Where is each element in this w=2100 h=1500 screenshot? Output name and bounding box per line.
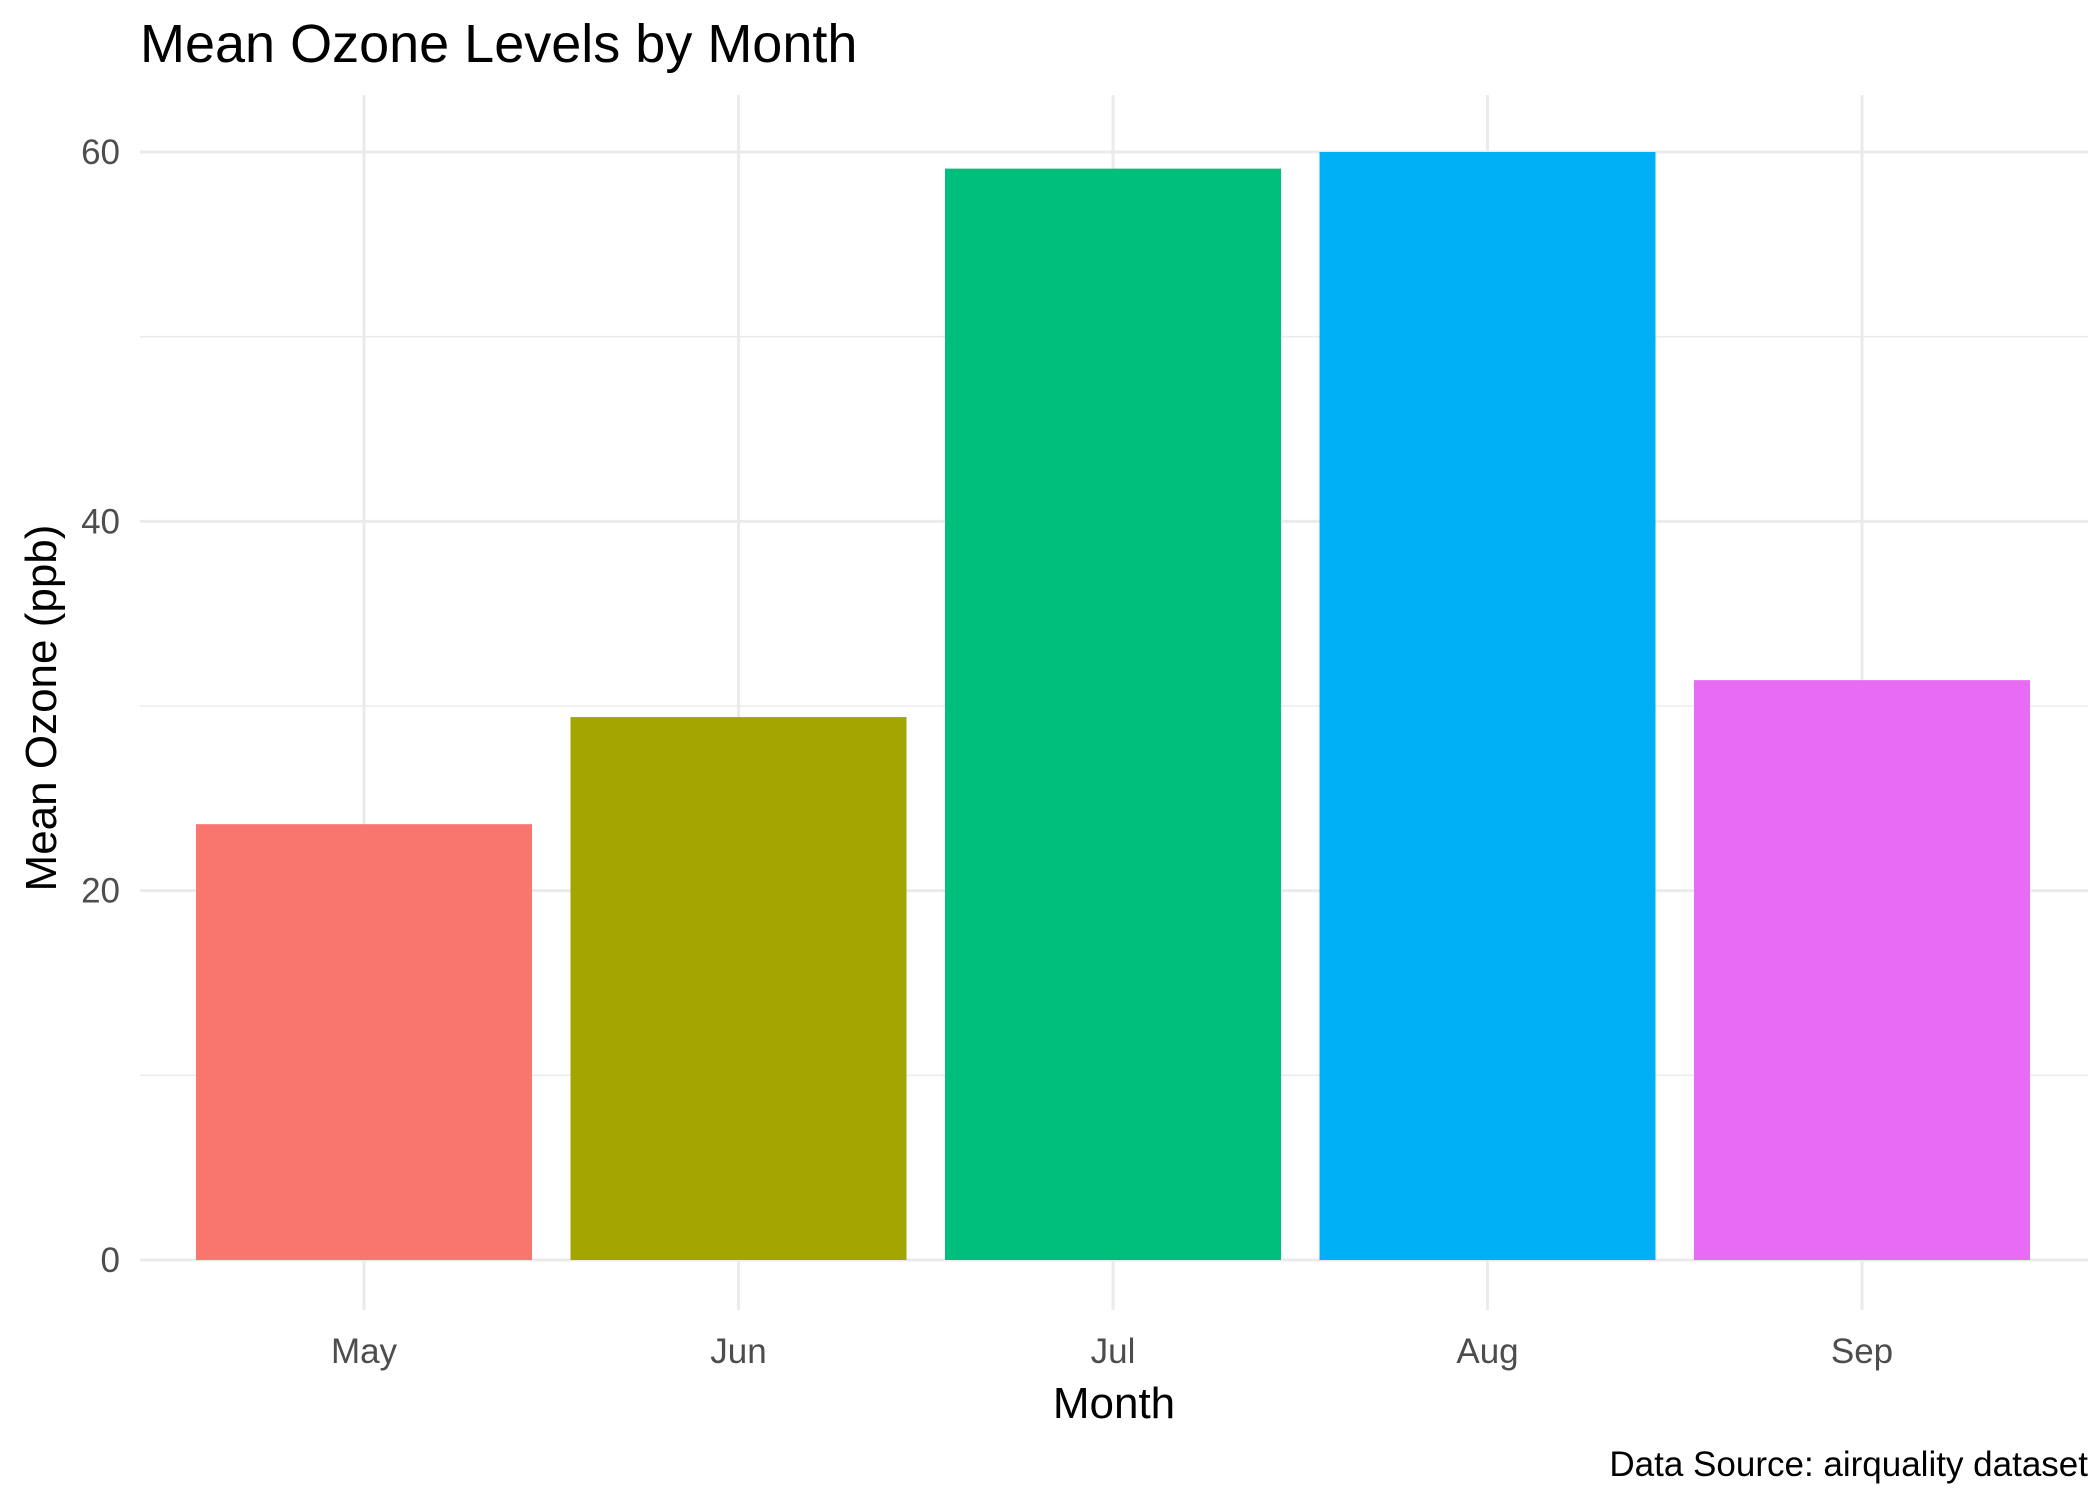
y-tick-label: 40 <box>81 502 120 541</box>
x-axis-title: Month <box>1053 1379 1175 1428</box>
bars <box>196 152 2030 1260</box>
bar-sep <box>1694 680 2030 1260</box>
y-tick-label: 60 <box>81 133 120 172</box>
bar-jun <box>570 717 907 1260</box>
x-tick-label: Jul <box>1091 1332 1136 1371</box>
chart-title: Mean Ozone Levels by Month <box>140 14 857 74</box>
bar-may <box>196 824 532 1260</box>
x-tick-label: Jun <box>710 1332 766 1371</box>
chart-caption: Data Source: airquality dataset <box>1609 1445 2088 1484</box>
y-tick-label: 20 <box>81 872 120 911</box>
y-tick-label: 0 <box>101 1241 120 1280</box>
y-axis-title: Mean Ozone (ppb) <box>17 525 66 892</box>
x-tick-label: Aug <box>1456 1332 1518 1371</box>
bar-jul <box>945 168 1281 1260</box>
x-tick-label: Sep <box>1831 1332 1893 1371</box>
x-tick-label: May <box>331 1332 398 1371</box>
x-axis-ticks: May Jun Jul Aug Sep <box>331 1332 1893 1371</box>
y-axis-ticks: 0 20 40 60 <box>81 133 120 1280</box>
bar-aug <box>1319 152 1656 1260</box>
